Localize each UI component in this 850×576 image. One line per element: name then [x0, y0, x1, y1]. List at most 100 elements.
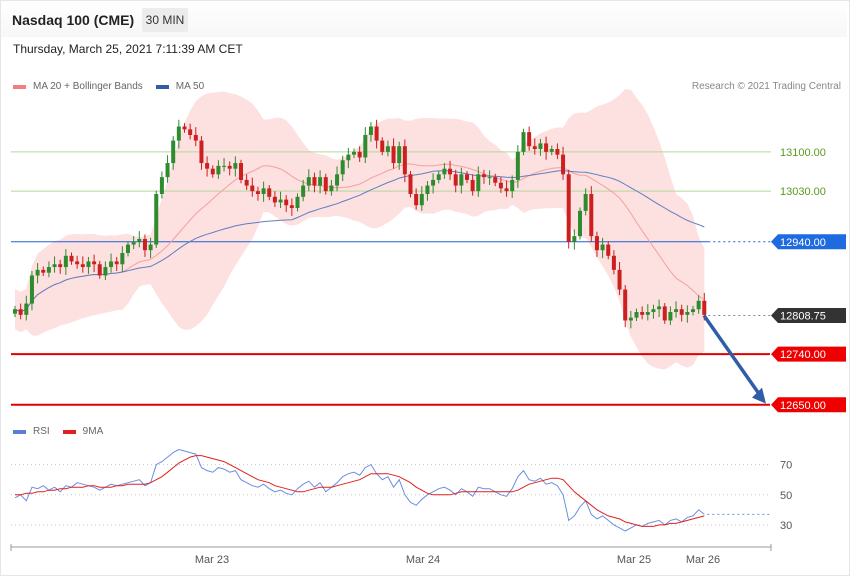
candle-body: [408, 174, 413, 194]
candle-body: [414, 193, 419, 206]
price-tag-label-3: 12808.75: [780, 311, 826, 323]
candle-body: [527, 132, 532, 147]
candle-body: [188, 129, 193, 135]
candle-body: [250, 185, 255, 192]
legend-swatch-ma50: [155, 84, 169, 89]
candle-body: [346, 154, 351, 161]
candle-body: [481, 174, 486, 178]
candle-body: [58, 264, 63, 268]
candle-body: [233, 163, 238, 169]
candle-body: [41, 269, 46, 273]
candle-body: [662, 306, 667, 321]
candle-body: [600, 244, 605, 251]
candle-body: [510, 179, 515, 192]
x-tick-label-0: Mar 23: [195, 554, 229, 566]
candle-body: [589, 193, 594, 237]
chart-title: Nasdaq 100 (CME): [12, 12, 135, 28]
candle-body: [465, 174, 469, 180]
candle-body: [323, 177, 328, 192]
candle-body: [459, 174, 464, 186]
candle-body: [216, 165, 221, 175]
level-label-0: 13100.00: [780, 147, 826, 159]
interval-button[interactable]: 30 MIN: [142, 8, 188, 32]
candle-body: [380, 140, 385, 152]
candle-body: [397, 146, 402, 164]
candle-body: [126, 244, 130, 253]
candle-body: [244, 179, 249, 186]
candle-body: [538, 143, 543, 150]
candle-body: [391, 146, 396, 164]
candle-body: [549, 149, 554, 152]
candle-body: [487, 177, 492, 179]
candle-body: [210, 168, 215, 175]
candle-body: [640, 312, 645, 315]
price-tag-4: [771, 346, 846, 362]
candle-body: [374, 126, 379, 141]
candle-body: [515, 151, 520, 180]
candle-body: [154, 193, 159, 245]
candle-body: [278, 199, 283, 203]
candle-body: [555, 149, 560, 155]
x-tick-label-1: Mar 24: [406, 554, 440, 566]
rsi-tick-label-2: 30: [780, 520, 792, 532]
candle-body: [193, 134, 198, 141]
price-tag-label-2: 12940.00: [780, 237, 826, 249]
candle-body: [199, 140, 204, 164]
candle-body: [289, 205, 294, 209]
candle-body: [103, 267, 108, 276]
price-tag-3: [771, 308, 846, 324]
candle-body: [312, 177, 317, 186]
timestamp: Thursday, March 25, 2021 7:11:39 AM CET: [13, 42, 243, 56]
candle-body: [109, 261, 114, 268]
candle-body: [617, 269, 622, 290]
candle-body: [685, 312, 690, 315]
candle-body: [594, 236, 599, 251]
price-legend: MA 20 + Bollinger Bands MA 50: [13, 81, 217, 92]
candle-body: [114, 261, 119, 265]
candle-body: [442, 168, 447, 175]
legend-label-ma50: MA 50: [175, 81, 205, 92]
candle-body: [80, 264, 85, 268]
candle-body: [470, 179, 475, 192]
candle-body: [425, 185, 430, 194]
candle-body: [679, 309, 684, 315]
legend-label-ma20: MA 20 + Bollinger Bands: [33, 81, 143, 92]
bollinger-band-fill: [15, 89, 705, 370]
x-tick-label-2: Mar 25: [617, 554, 651, 566]
candle-body: [651, 309, 656, 313]
legend-item-rsi[interactable]: RSI: [13, 426, 50, 437]
candle-body: [86, 261, 91, 268]
legend-label-rsi: RSI: [33, 426, 50, 437]
candle-body: [696, 300, 701, 310]
candle-body: [566, 174, 571, 242]
candle-body: [611, 255, 616, 270]
rsi-tick-label-1: 50: [780, 490, 792, 502]
candle-body: [255, 191, 260, 194]
candle-body: [24, 303, 29, 315]
candle-body: [92, 261, 97, 265]
legend-item-ma20[interactable]: MA 20 + Bollinger Bands: [13, 81, 143, 92]
candle-body: [504, 188, 509, 192]
legend-item-9ma[interactable]: 9MA: [62, 426, 103, 437]
candle-body: [623, 289, 628, 321]
candle-body: [572, 236, 577, 242]
credit-text: Research © 2021 Trading Central: [691, 81, 841, 92]
candle-body: [13, 309, 17, 314]
candle-body: [419, 193, 424, 206]
candle-body: [657, 306, 662, 310]
candle-body: [668, 312, 673, 321]
ma20-line: [14, 163, 705, 313]
candle-body: [171, 140, 176, 164]
candle-body: [352, 151, 356, 155]
legend-swatch-rsi: [13, 429, 26, 434]
ma50-line: [14, 169, 705, 313]
candle-body: [628, 317, 633, 321]
candle-body: [357, 151, 362, 158]
candle-body: [222, 165, 227, 167]
rsi-9ma-line: [15, 455, 705, 527]
legend-swatch-9ma: [62, 429, 76, 434]
candle-body: [578, 210, 582, 237]
candle-body: [120, 253, 125, 265]
candle-body: [436, 174, 441, 180]
legend-item-ma50[interactable]: MA 50: [155, 81, 205, 92]
